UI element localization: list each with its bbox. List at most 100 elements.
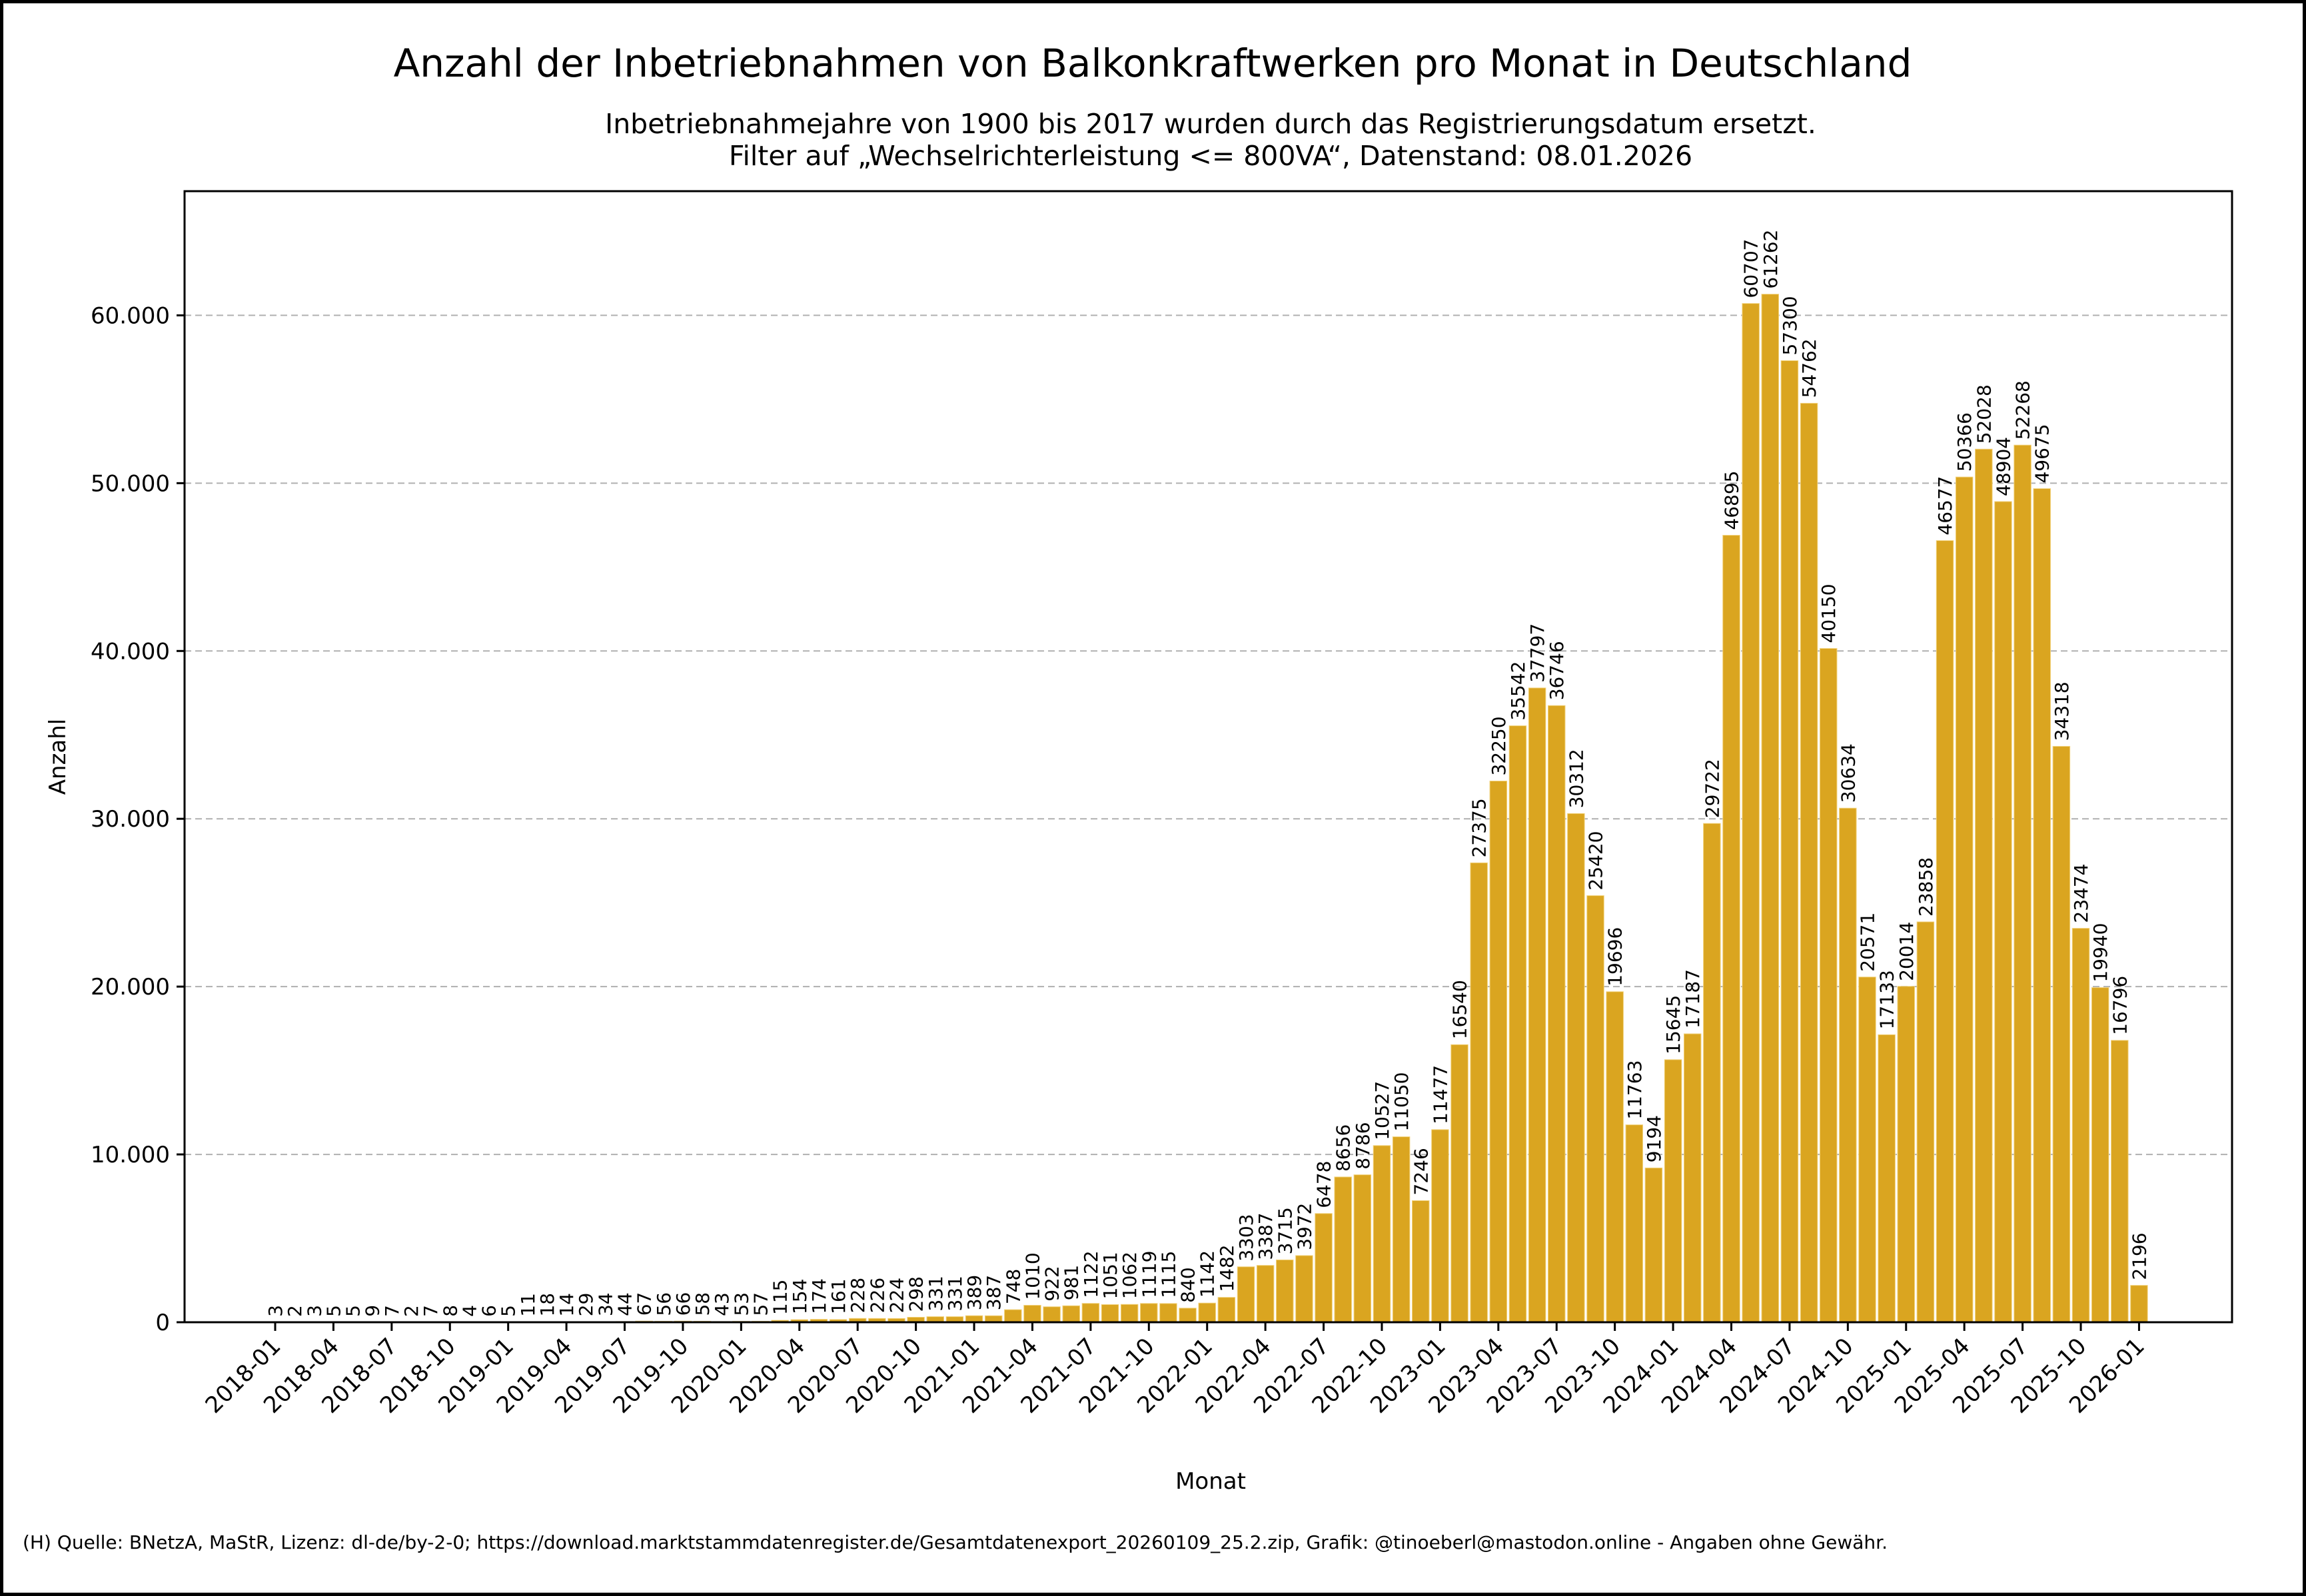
- bar-value-label: 17187: [1682, 969, 1704, 1028]
- bar: [1742, 303, 1760, 1323]
- bar: [1295, 1255, 1313, 1323]
- bar: [1606, 991, 1624, 1323]
- bar-value-label: 20014: [1896, 922, 1918, 981]
- bar-value-label: 1010: [1021, 1252, 1043, 1300]
- bar-value-label: 7246: [1410, 1148, 1432, 1195]
- bar-value-label: 2196: [2128, 1232, 2150, 1280]
- bar-value-label: 23858: [1915, 857, 1937, 917]
- bar: [1722, 535, 1740, 1323]
- bar-value-label: 331: [944, 1276, 966, 1311]
- bar-value-label: 748: [1002, 1269, 1024, 1304]
- bar: [1081, 1303, 1100, 1323]
- bar: [1839, 807, 1857, 1323]
- y-tick-label: 60.000: [91, 302, 170, 329]
- y-tick-label: 50.000: [91, 470, 170, 497]
- bar: [2033, 488, 2051, 1323]
- bar-value-label: 5: [342, 1305, 364, 1317]
- bar-value-label: 57: [750, 1292, 772, 1316]
- bar-value-label: 3715: [1274, 1207, 1296, 1254]
- source-footer: (H) Quelle: BNetzA, MaStR, Lizenz: dl-de…: [23, 1531, 1888, 1553]
- bar-value-label: 11050: [1391, 1072, 1413, 1132]
- bar-value-label: 331: [925, 1276, 947, 1311]
- bar-value-label: 7: [420, 1305, 442, 1317]
- bar: [1936, 540, 1954, 1323]
- bar-value-label: 37797: [1526, 623, 1548, 683]
- bar-value-label: 18: [536, 1293, 558, 1317]
- bar-value-label: 2: [400, 1305, 422, 1317]
- bar: [1431, 1129, 1449, 1323]
- bar: [2071, 928, 2090, 1323]
- bar: [1994, 501, 2012, 1323]
- bar-value-label: 228: [847, 1278, 869, 1313]
- bar-value-label: 44: [614, 1292, 636, 1316]
- bar-value-label: 46895: [1721, 471, 1743, 530]
- bar-value-label: 34318: [2051, 681, 2073, 741]
- bar-value-label: 3: [303, 1305, 325, 1317]
- bar-value-label: 25420: [1585, 831, 1607, 891]
- bar-value-label: 11763: [1624, 1060, 1646, 1120]
- x-axis-label: Monat: [1175, 1468, 1246, 1495]
- bar: [1586, 895, 1604, 1323]
- bar-value-label: 1115: [1157, 1251, 1179, 1298]
- bar-value-label: 115: [770, 1280, 792, 1315]
- bar-value-label: 2: [284, 1305, 306, 1317]
- bar: [1625, 1124, 1644, 1323]
- bar-value-label: 298: [905, 1276, 927, 1312]
- bar-value-label: 23474: [2070, 864, 2092, 923]
- bar: [1878, 1034, 1896, 1323]
- bar-value-label: 53: [730, 1292, 752, 1316]
- bar-value-label: 981: [1061, 1265, 1083, 1300]
- bar-value-label: 161: [828, 1278, 850, 1314]
- bar: [1004, 1309, 1022, 1323]
- bar-value-label: 61262: [1760, 230, 1782, 289]
- bar: [2111, 1040, 2129, 1323]
- bar: [1043, 1306, 1061, 1323]
- bar-value-label: 5: [322, 1305, 344, 1317]
- bar: [1800, 402, 1818, 1323]
- bar-value-label: 174: [808, 1278, 830, 1314]
- bar-value-label: 56: [653, 1292, 675, 1316]
- bar-value-label: 27375: [1468, 798, 1490, 857]
- bar: [1237, 1266, 1255, 1323]
- bar: [1567, 813, 1585, 1323]
- bar: [1761, 294, 1780, 1323]
- bar-value-label: 10527: [1371, 1081, 1393, 1140]
- bar-value-label: 840: [1177, 1267, 1199, 1302]
- plot-area-border: [183, 190, 2233, 1324]
- bar-value-label: 34: [594, 1293, 616, 1317]
- bar: [1955, 476, 1974, 1323]
- bar: [1547, 705, 1566, 1323]
- bar-value-label: 387: [983, 1275, 1005, 1310]
- bar-labels: 3235597278465111814293444675666584353571…: [265, 230, 2150, 1317]
- bar-value-label: 35542: [1507, 661, 1529, 721]
- bar-value-label: 1051: [1099, 1252, 1121, 1299]
- y-tick-label: 40.000: [91, 638, 170, 665]
- bar-value-label: 52028: [1973, 384, 1995, 444]
- bar: [1703, 823, 1721, 1323]
- bar-value-label: 922: [1041, 1266, 1063, 1301]
- bar-value-label: 15645: [1662, 995, 1684, 1054]
- bar-value-label: 1119: [1138, 1251, 1160, 1298]
- bar: [1256, 1265, 1275, 1323]
- y-axis-label: Anzahl: [45, 719, 71, 795]
- bar-value-label: 16540: [1449, 980, 1471, 1039]
- bar-value-label: 1122: [1080, 1250, 1102, 1298]
- bar: [1975, 448, 1993, 1323]
- bar-value-label: 3972: [1293, 1203, 1315, 1250]
- bar-value-label: 6478: [1313, 1161, 1335, 1208]
- bar-value-label: 3387: [1255, 1212, 1277, 1260]
- bar-value-label: 32250: [1488, 716, 1510, 775]
- bar-value-label: 36746: [1546, 641, 1568, 700]
- bar: [1353, 1174, 1372, 1323]
- bar-value-label: 8: [439, 1305, 461, 1317]
- bar: [1198, 1302, 1216, 1323]
- bar: [1897, 986, 1916, 1323]
- bar-value-label: 5: [498, 1305, 520, 1317]
- y-tick-label: 10.000: [91, 1142, 170, 1168]
- bar-value-label: 16796: [2109, 976, 2131, 1035]
- chart-title: Anzahl der Inbetriebnahmen von Balkonkra…: [394, 41, 1912, 86]
- y-tick-label: 30.000: [91, 806, 170, 833]
- bar: [1276, 1259, 1294, 1323]
- bar-value-label: 6: [478, 1305, 500, 1317]
